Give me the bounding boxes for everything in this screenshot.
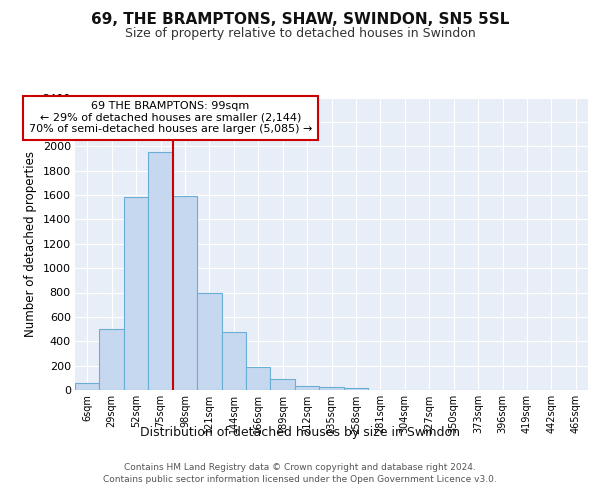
Bar bbox=[75, 384, 100, 390]
Bar bbox=[124, 198, 148, 390]
Text: Size of property relative to detached houses in Swindon: Size of property relative to detached ho… bbox=[125, 28, 475, 40]
Bar bbox=[148, 152, 173, 390]
Text: 69, THE BRAMPTONS, SHAW, SWINDON, SN5 5SL: 69, THE BRAMPTONS, SHAW, SWINDON, SN5 5S… bbox=[91, 12, 509, 28]
Bar bbox=[295, 386, 319, 390]
Bar bbox=[100, 329, 124, 390]
Text: Contains HM Land Registry data © Crown copyright and database right 2024.: Contains HM Land Registry data © Crown c… bbox=[124, 463, 476, 472]
Bar bbox=[319, 387, 344, 390]
Bar bbox=[173, 196, 197, 390]
Y-axis label: Number of detached properties: Number of detached properties bbox=[24, 151, 37, 337]
Bar bbox=[197, 292, 221, 390]
Bar bbox=[221, 332, 246, 390]
Text: Distribution of detached houses by size in Swindon: Distribution of detached houses by size … bbox=[140, 426, 460, 439]
Bar bbox=[344, 388, 368, 390]
Text: 69 THE BRAMPTONS: 99sqm
← 29% of detached houses are smaller (2,144)
70% of semi: 69 THE BRAMPTONS: 99sqm ← 29% of detache… bbox=[29, 101, 312, 134]
Text: Contains public sector information licensed under the Open Government Licence v3: Contains public sector information licen… bbox=[103, 476, 497, 484]
Bar bbox=[271, 379, 295, 390]
Bar bbox=[246, 367, 271, 390]
